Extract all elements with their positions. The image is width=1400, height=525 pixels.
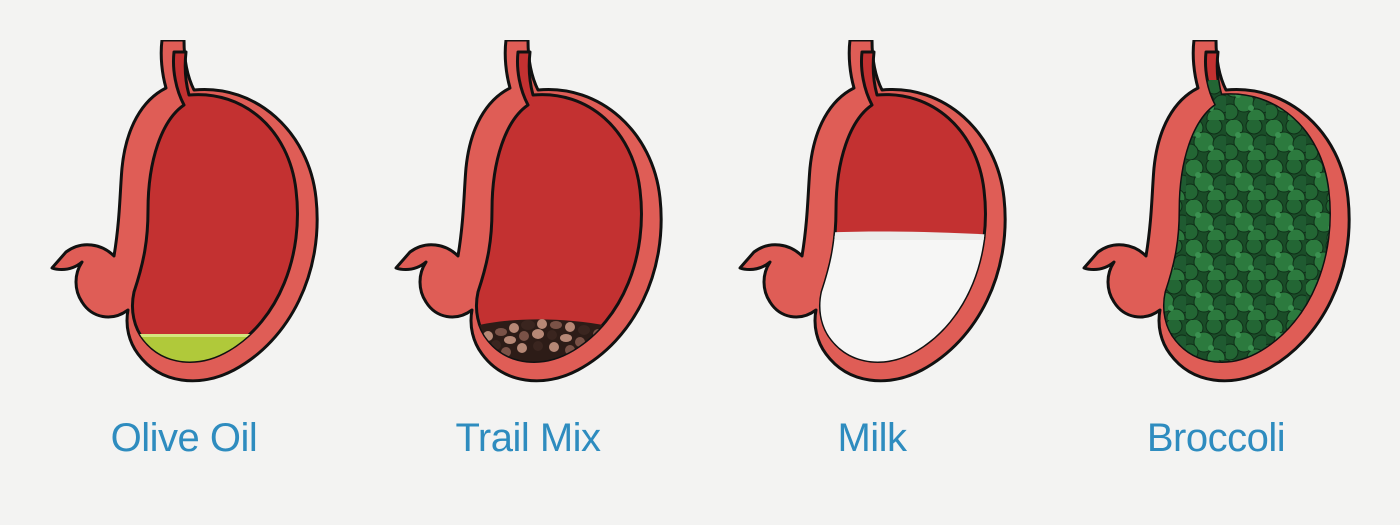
stomach-olive-oil <box>34 40 334 410</box>
stomach-milk <box>722 40 1022 410</box>
label-broccoli: Broccoli <box>1147 416 1285 461</box>
label-trail-mix: Trail Mix <box>455 416 600 461</box>
panel-trail-mix: Trail Mix <box>368 40 688 461</box>
label-olive-oil: Olive Oil <box>111 416 258 461</box>
infographic-row: Olive Oil <box>0 0 1400 525</box>
label-milk: Milk <box>837 416 906 461</box>
panel-milk: Milk <box>712 40 1032 461</box>
panel-olive-oil: Olive Oil <box>24 40 344 461</box>
stomach-broccoli <box>1066 40 1366 410</box>
panel-broccoli: Broccoli <box>1056 40 1376 461</box>
stomach-trail-mix <box>378 40 678 410</box>
